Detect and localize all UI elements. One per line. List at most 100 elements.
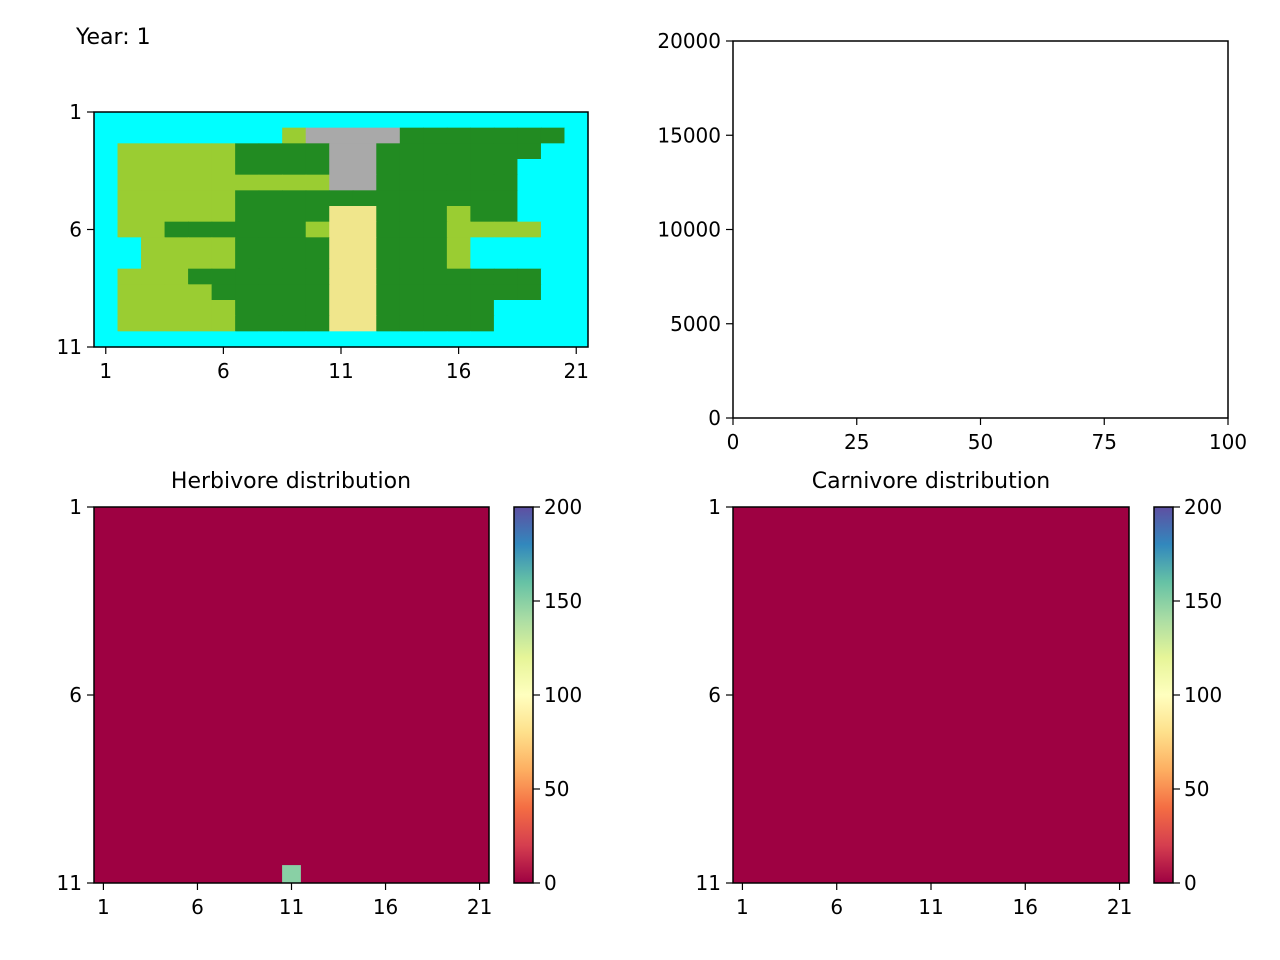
map-cell-water — [352, 112, 377, 129]
map-cell-water — [117, 112, 142, 129]
map-cell-highland — [188, 284, 213, 301]
map-cell-highland — [305, 174, 330, 191]
map-cell-lowland — [235, 159, 260, 176]
map-cell-highland — [164, 237, 189, 254]
map-cell-lowland — [399, 221, 424, 238]
map-cell-highland — [211, 159, 236, 176]
map-cell-water — [540, 143, 566, 160]
map-cell-water — [94, 127, 119, 144]
map-cell-water — [164, 331, 189, 348]
map-cell-water — [164, 112, 189, 129]
herbivore-colorbar-tick-label: 150 — [544, 589, 582, 613]
map-cell-water — [141, 112, 166, 129]
map-cell-lowland — [282, 143, 307, 160]
map-cell-lowland — [493, 174, 519, 191]
carnivore-xtick-label: 11 — [918, 895, 943, 919]
carnivore-ytick-label: 11 — [696, 871, 721, 895]
map-cell-lowland — [399, 190, 424, 207]
map-cell-lowland — [517, 268, 542, 285]
map-cell-highland — [493, 221, 519, 238]
map-cell-highland — [211, 253, 236, 270]
map-cell-highland — [282, 127, 307, 144]
map-cell-lowland — [446, 315, 471, 332]
map-cell-highland — [117, 190, 142, 207]
map-cell-lowland — [399, 268, 424, 285]
map-cell-desert — [329, 221, 354, 238]
map-cell-desert — [329, 315, 354, 332]
map-cell-water — [94, 190, 119, 207]
map-cell-lowland — [235, 253, 260, 270]
map-cell-lowland — [423, 253, 448, 270]
population-plot-frame — [732, 40, 1229, 419]
map-ytick-label: 1 — [69, 100, 82, 124]
carnivore-title: Carnivore distribution — [812, 469, 1051, 494]
map-cell-highland — [188, 206, 213, 223]
map-cell-lowland — [446, 159, 471, 176]
map-cell-water — [258, 127, 283, 144]
map-cell-lowland — [446, 127, 471, 144]
map-cell-lowland — [258, 159, 283, 176]
map-cell-water — [188, 127, 213, 144]
map-cell-lowland — [376, 268, 401, 285]
map-cell-lowland — [376, 174, 401, 191]
map-cell-water — [423, 331, 448, 348]
map-cell-water — [235, 127, 260, 144]
map-cell-desert — [329, 206, 354, 223]
map-cell-water — [94, 284, 119, 301]
map-cell-water — [94, 159, 119, 176]
map-cell-water — [94, 237, 119, 254]
map-cell-water — [117, 127, 142, 144]
map-cell-water — [188, 331, 213, 348]
map-cell-highland — [211, 315, 236, 332]
map-cell-lowland — [376, 237, 401, 254]
map-cell-lowland — [305, 143, 330, 160]
map-cell-water — [94, 112, 119, 129]
herbivore-xtick-label: 11 — [279, 895, 304, 919]
map-cell-desert — [329, 237, 354, 254]
map-cell-desert — [352, 315, 377, 332]
map-cell-lowland — [282, 237, 307, 254]
population-xtick-label: 75 — [1092, 430, 1117, 454]
carnivore-ytick-label: 1 — [708, 495, 721, 519]
map-xtick-label: 11 — [328, 359, 353, 383]
map-cell-water — [564, 300, 589, 317]
map-xtick-label: 16 — [446, 359, 471, 383]
map-cell-water — [94, 315, 119, 332]
map-cell-mountain — [329, 174, 354, 191]
map-cell-highland — [117, 221, 142, 238]
map-cell-water — [399, 331, 424, 348]
map-cell-water — [470, 331, 495, 348]
map-cell-mountain — [376, 127, 401, 144]
map-cell-water — [517, 112, 542, 129]
map-cell-lowland — [258, 143, 283, 160]
map-cell-lowland — [352, 190, 377, 207]
map-cell-lowland — [376, 190, 401, 207]
map-cell-water — [470, 253, 495, 270]
map-cell-lowland — [258, 284, 283, 301]
map-cell-highland — [141, 221, 166, 238]
carnivore-colorbar-ticks: 0 50 100 150 200 — [1173, 495, 1222, 895]
map-cell-water — [305, 112, 330, 129]
map-cell-lowland — [517, 127, 542, 144]
map-cell-lowland — [305, 253, 330, 270]
map-cell-lowland — [517, 143, 542, 160]
map-cell-water — [517, 331, 542, 348]
map-cell-highland — [164, 315, 189, 332]
map-cell-lowland — [470, 190, 495, 207]
map-cell-lowland — [399, 253, 424, 270]
map-cell-highland — [446, 206, 471, 223]
map-cell-lowland — [470, 174, 495, 191]
map-ytick-label: 6 — [69, 218, 82, 242]
map-cell-water — [540, 300, 566, 317]
map-cell-lowland — [258, 190, 283, 207]
map-xtick-label: 6 — [217, 359, 230, 383]
herbivore-colorbar-tick-label: 100 — [544, 683, 582, 707]
map-cell-lowland — [235, 300, 260, 317]
map-cell-mountain — [305, 127, 330, 144]
map-cell-lowland — [446, 190, 471, 207]
map-ytick-label: 11 — [57, 335, 82, 359]
map-cell-desert — [352, 221, 377, 238]
